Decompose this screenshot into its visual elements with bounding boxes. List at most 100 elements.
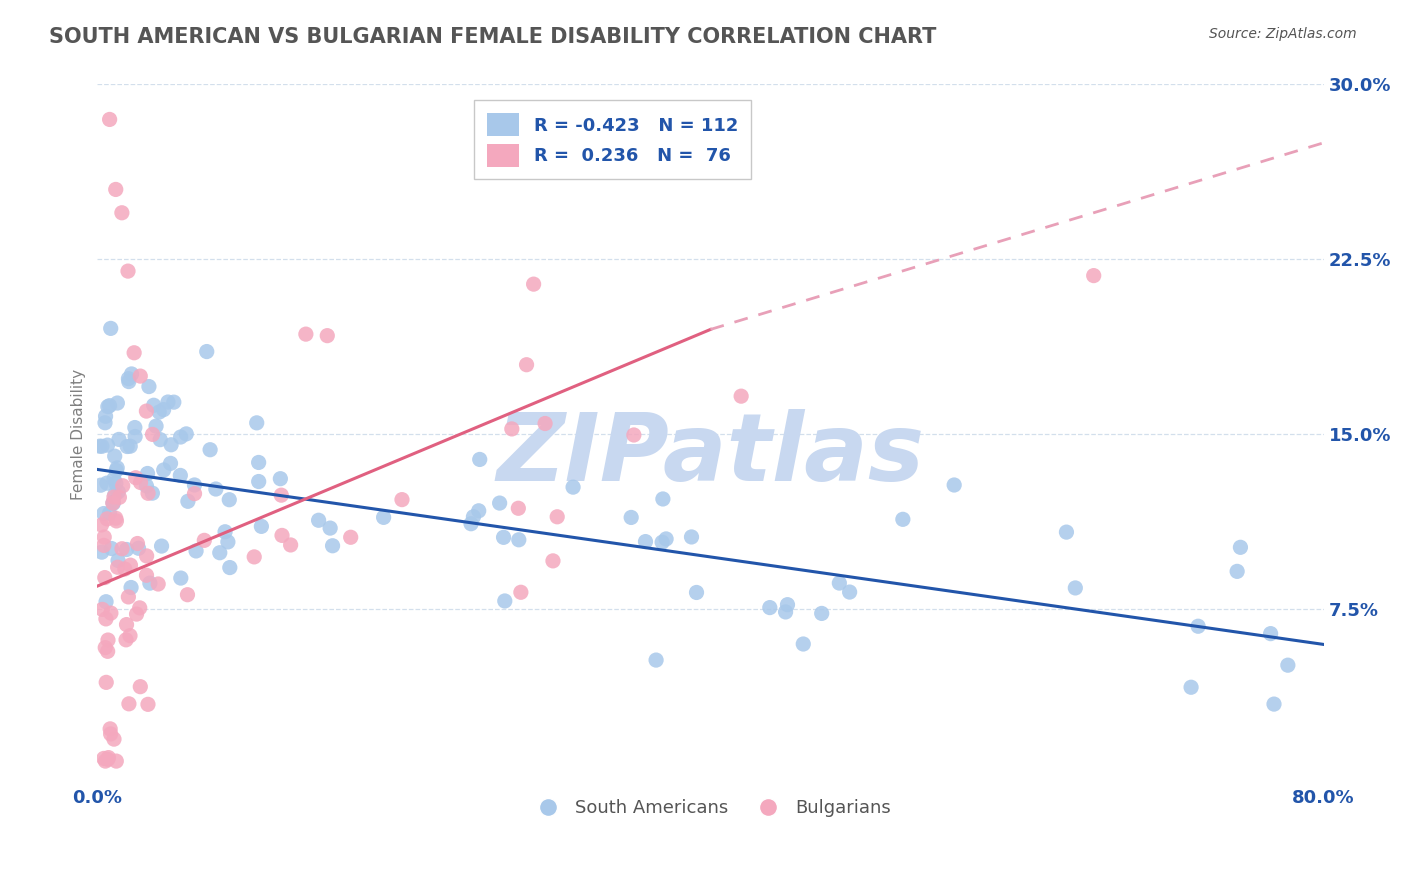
Point <box>91 602 114 616</box>
Point <box>108 491 131 505</box>
Point <box>117 590 139 604</box>
Point <box>94 612 117 626</box>
Point <box>115 617 138 632</box>
Point <box>1263 697 1285 711</box>
Point <box>145 419 167 434</box>
Point <box>94 754 117 768</box>
Point <box>534 417 557 431</box>
Point <box>105 754 128 768</box>
Point <box>159 456 181 470</box>
Point <box>460 516 482 531</box>
Point <box>218 560 240 574</box>
Point <box>139 576 162 591</box>
Point <box>93 538 115 552</box>
Point <box>176 588 198 602</box>
Point <box>125 607 148 621</box>
Point <box>1054 525 1077 540</box>
Point <box>103 496 125 510</box>
Point <box>776 598 799 612</box>
Point <box>142 398 165 412</box>
Point <box>111 479 134 493</box>
Point <box>98 112 121 127</box>
Point <box>136 486 159 500</box>
Point <box>90 439 112 453</box>
Point <box>93 507 115 521</box>
Point <box>108 433 131 447</box>
Point <box>103 490 125 504</box>
Point <box>98 722 121 736</box>
Point <box>541 554 564 568</box>
Point <box>90 478 112 492</box>
Point <box>96 438 118 452</box>
Point <box>115 632 138 647</box>
Point <box>269 472 291 486</box>
Point <box>467 504 489 518</box>
Point <box>120 581 142 595</box>
Point <box>620 510 643 524</box>
Point <box>128 600 150 615</box>
Point <box>1187 619 1209 633</box>
Point <box>117 264 139 278</box>
Point <box>100 727 122 741</box>
Point <box>97 752 120 766</box>
Point <box>523 277 546 292</box>
Point <box>96 476 118 491</box>
Point <box>322 539 344 553</box>
Point <box>184 544 207 558</box>
Point <box>685 585 707 599</box>
Point <box>1260 626 1282 640</box>
Point <box>105 396 128 410</box>
Point <box>115 440 138 454</box>
Point <box>810 607 832 621</box>
Point <box>247 455 270 469</box>
Point <box>146 577 169 591</box>
Point <box>107 560 129 574</box>
Point <box>645 653 668 667</box>
Point <box>94 640 117 655</box>
Point <box>115 542 138 557</box>
Point <box>94 409 117 424</box>
Point <box>94 416 117 430</box>
Point <box>149 433 172 447</box>
Text: ZIPatlas: ZIPatlas <box>496 409 925 501</box>
Point <box>101 496 124 510</box>
Point <box>492 530 515 544</box>
Point <box>488 496 510 510</box>
Point <box>97 750 120 764</box>
Point <box>1180 680 1202 694</box>
Point <box>183 478 205 492</box>
Point <box>127 536 149 550</box>
Point <box>124 420 146 434</box>
Point <box>243 549 266 564</box>
Point <box>1064 581 1087 595</box>
Point <box>152 463 174 477</box>
Point <box>494 594 516 608</box>
Point <box>247 475 270 489</box>
Point <box>1226 565 1249 579</box>
Point <box>148 405 170 419</box>
Point <box>280 538 302 552</box>
Point <box>156 395 179 409</box>
Point <box>373 510 395 524</box>
Point <box>193 533 215 548</box>
Point <box>150 539 173 553</box>
Point <box>104 476 127 491</box>
Point <box>101 496 124 510</box>
Point <box>174 426 197 441</box>
Point <box>103 472 125 486</box>
Point <box>120 558 142 573</box>
Point <box>103 732 125 747</box>
Point <box>111 541 134 556</box>
Point <box>205 482 228 496</box>
Text: SOUTH AMERICAN VS BULGARIAN FEMALE DISABILITY CORRELATION CHART: SOUTH AMERICAN VS BULGARIAN FEMALE DISAB… <box>49 27 936 46</box>
Point <box>623 428 645 442</box>
Point <box>169 430 191 444</box>
Point <box>118 697 141 711</box>
Point <box>96 675 118 690</box>
Point <box>135 479 157 493</box>
Point <box>516 358 538 372</box>
Point <box>90 545 112 559</box>
Point <box>93 530 115 544</box>
Point <box>105 514 128 528</box>
Point <box>117 372 139 386</box>
